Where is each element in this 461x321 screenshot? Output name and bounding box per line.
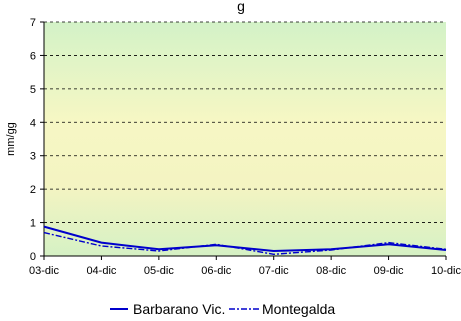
series-line-barbarano bbox=[43, 225, 447, 253]
y-tick-label: 6 bbox=[30, 50, 36, 62]
y-tick-label: 2 bbox=[30, 184, 36, 196]
legend-label-barbarano: Barbarano Vic. bbox=[133, 301, 225, 317]
y-axis-title: mm/gg bbox=[5, 122, 17, 156]
chart-title: g bbox=[237, 0, 245, 14]
x-tick-label: 03-dic bbox=[29, 265, 59, 277]
x-tick-labels: 03-dic 04-dic 05-dic 06-dic 07-dic 08-dic 09-d… bbox=[29, 256, 461, 277]
x-tick-label: 10-dic bbox=[431, 265, 461, 277]
y-tick-label: 1 bbox=[30, 218, 36, 230]
y-tick-label: 0 bbox=[30, 251, 36, 263]
series-layer bbox=[43, 225, 447, 256]
y-tick-label: 5 bbox=[30, 84, 36, 96]
x-tick-label: 06-dic bbox=[201, 265, 231, 277]
y-tick-label: 4 bbox=[30, 117, 36, 129]
legend: Barbarano Vic. Montegalda bbox=[110, 301, 335, 317]
y-tick-labels: 0 1 2 3 4 5 6 7 bbox=[30, 17, 44, 263]
x-tick-label: 05-dic bbox=[144, 265, 174, 277]
x-tick-label: 04-dic bbox=[86, 265, 116, 277]
x-tick-label: 09-dic bbox=[374, 265, 404, 277]
x-tick-label: 08-dic bbox=[316, 265, 346, 277]
grid-lines bbox=[44, 21, 446, 223]
series-line-montegalda bbox=[43, 231, 447, 256]
y-tick-label: 3 bbox=[30, 151, 36, 163]
plot-area bbox=[44, 22, 446, 256]
y-tick-label: 7 bbox=[30, 17, 36, 29]
x-tick-label: 07-dic bbox=[259, 265, 289, 277]
legend-label-montegalda: Montegalda bbox=[262, 301, 335, 317]
